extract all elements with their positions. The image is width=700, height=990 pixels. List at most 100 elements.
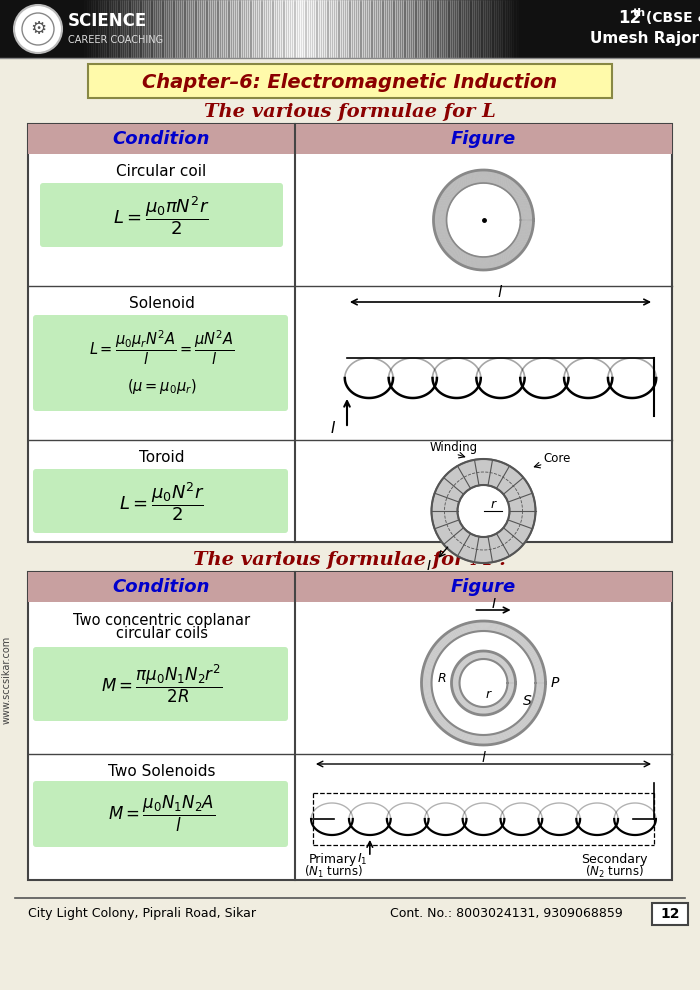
Bar (324, 0, 326, 58)
Bar (364, 0, 366, 58)
Bar (298, 0, 300, 58)
Bar (95, 0, 97, 58)
Bar (118, 0, 120, 58)
Bar (245, 0, 247, 58)
Bar (122, 0, 124, 58)
Bar (390, 0, 393, 58)
Text: $L = \dfrac{\mu_0 N^2 r}{2}$: $L = \dfrac{\mu_0 N^2 r}{2}$ (119, 480, 204, 524)
Bar (100, 0, 102, 58)
Bar (282, 0, 285, 58)
Bar (372, 0, 375, 58)
Bar (480, 0, 482, 58)
Text: Winding: Winding (429, 442, 477, 454)
Bar (220, 0, 223, 58)
Bar (443, 0, 445, 58)
Bar (164, 0, 166, 58)
Bar (355, 0, 357, 58)
Text: $L = \dfrac{\mu_0 \mu_r N^2 A}{l} = \dfrac{\mu N^2 A}{l}$: $L = \dfrac{\mu_0 \mu_r N^2 A}{l} = \dfr… (89, 329, 235, 367)
Bar (278, 0, 280, 58)
Bar (318, 0, 320, 58)
Bar (102, 0, 104, 58)
Bar (416, 0, 419, 58)
Bar (399, 0, 401, 58)
Bar (150, 0, 153, 58)
Bar (287, 0, 289, 58)
Bar (452, 0, 454, 58)
FancyBboxPatch shape (88, 64, 612, 98)
Bar (421, 0, 424, 58)
Bar (509, 0, 511, 58)
Text: Primary: Primary (309, 853, 357, 866)
Bar (113, 0, 116, 58)
Text: City Light Colony, Piprali Road, Sikar: City Light Colony, Piprali Road, Sikar (28, 908, 256, 921)
Text: $I$: $I$ (330, 420, 336, 436)
Text: Condition: Condition (113, 578, 210, 596)
Bar (503, 0, 505, 58)
Bar (239, 0, 241, 58)
Bar (432, 0, 434, 58)
Bar (397, 0, 399, 58)
Bar (93, 0, 95, 58)
FancyBboxPatch shape (28, 572, 672, 602)
Text: $L = \dfrac{\mu_0 \pi N^2 r}{2}$: $L = \dfrac{\mu_0 \pi N^2 r}{2}$ (113, 195, 210, 238)
Bar (232, 0, 234, 58)
Bar (405, 0, 408, 58)
Bar (104, 0, 106, 58)
Bar (313, 0, 316, 58)
Bar (85, 0, 87, 58)
Bar (208, 0, 210, 58)
Bar (353, 0, 355, 58)
FancyBboxPatch shape (33, 647, 288, 721)
Bar (97, 0, 100, 58)
Bar (280, 0, 282, 58)
Text: circular coils: circular coils (116, 627, 207, 642)
Text: Umesh Rajoria: Umesh Rajoria (589, 31, 700, 46)
Bar (454, 0, 456, 58)
Bar (461, 0, 463, 58)
Bar (476, 0, 478, 58)
Text: Condition: Condition (113, 130, 210, 148)
Bar (412, 0, 414, 58)
FancyBboxPatch shape (0, 0, 700, 58)
FancyBboxPatch shape (40, 183, 283, 247)
Text: Chapter–6: Electromagnetic Induction: Chapter–6: Electromagnetic Induction (142, 72, 558, 91)
Text: Circular coil: Circular coil (116, 164, 206, 179)
Text: $I$: $I$ (491, 597, 496, 611)
Bar (309, 0, 311, 58)
Bar (243, 0, 245, 58)
Bar (91, 0, 93, 58)
Bar (108, 0, 111, 58)
Bar (260, 0, 262, 58)
Bar (216, 0, 218, 58)
Bar (403, 0, 405, 58)
Text: Figure: Figure (451, 578, 516, 596)
Bar (195, 0, 197, 58)
Bar (384, 0, 386, 58)
Bar (230, 0, 232, 58)
Bar (234, 0, 236, 58)
Bar (500, 0, 503, 58)
Bar (311, 0, 313, 58)
Bar (507, 0, 509, 58)
FancyBboxPatch shape (652, 903, 688, 925)
Bar (155, 0, 157, 58)
Text: 12: 12 (660, 907, 680, 921)
Bar (170, 0, 172, 58)
Bar (218, 0, 220, 58)
Bar (491, 0, 494, 58)
Bar (441, 0, 443, 58)
Text: SCIENCE: SCIENCE (68, 12, 147, 30)
Bar (349, 0, 351, 58)
Text: $r$: $r$ (489, 498, 498, 511)
Bar (265, 0, 267, 58)
Circle shape (433, 632, 535, 734)
Text: $(N_1$ turns): $(N_1$ turns) (304, 864, 363, 880)
Bar (426, 0, 428, 58)
Bar (436, 0, 439, 58)
Bar (120, 0, 122, 58)
Bar (199, 0, 201, 58)
Bar (474, 0, 476, 58)
Bar (289, 0, 291, 58)
Bar (203, 0, 205, 58)
Bar (190, 0, 193, 58)
